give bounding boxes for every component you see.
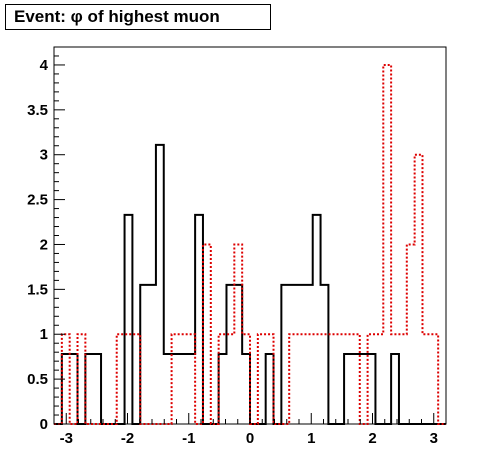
x-tick-label: -3 [60,430,73,447]
y-tick-label: 3.5 [27,102,48,119]
x-tick-label: 2 [368,430,376,447]
y-tick-label: 0.5 [27,371,48,388]
y-tick-label: 4 [40,57,49,74]
x-tick-label: 0 [246,430,254,447]
x-tick-label: 1 [307,430,315,447]
y-tick-label: 3 [40,147,48,164]
series-layer [54,63,446,425]
x-tick-label: -1 [182,430,195,447]
series-1-histogram-line [54,143,446,425]
chart-title: Event: φ of highest muon [5,4,271,30]
axes: -3 -2 -1 0 1 2 3 0 0.5 1 1.5 2 2.5 3 3.5 4 [27,55,447,447]
y-tick-label: 0 [40,416,48,433]
x-tick-label: 3 [430,430,438,447]
y-tick-label: 2.5 [27,192,48,209]
y-tick-label: 2 [40,236,48,253]
y-tick-label: 1.5 [27,281,48,298]
x-tick-label: -2 [121,430,134,447]
y-tick-label: 1 [40,326,48,343]
